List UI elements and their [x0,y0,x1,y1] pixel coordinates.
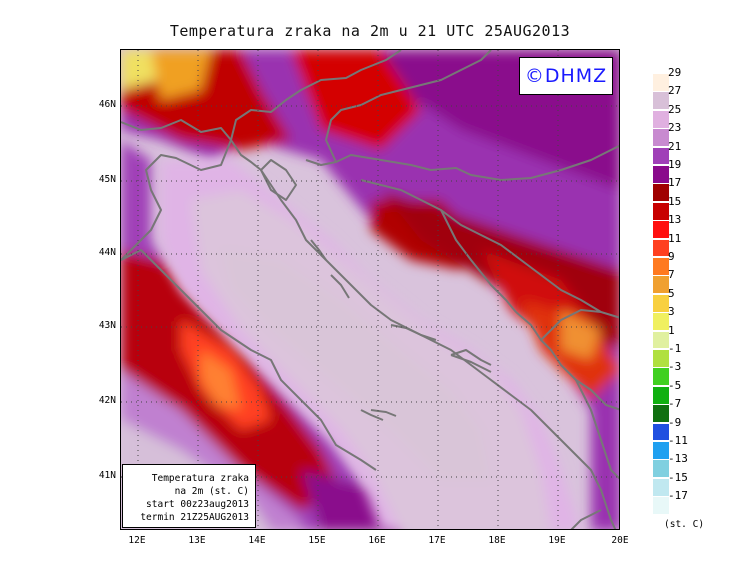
legend-swatch [652,146,670,166]
legend-swatch [652,422,670,442]
legend-label: 19 [668,158,682,171]
legend-label: 1 [668,323,675,337]
legend-swatch [652,404,670,424]
legend-swatch [652,459,670,479]
legend-label: -5 [668,378,682,392]
legend-label: -1 [668,342,682,355]
legend-label: 21 [668,139,682,153]
lat-label-41n: 41N [98,470,116,481]
legend-swatch [652,275,670,295]
map-area[interactable]: ©DHMZ Temperatura zraka na 2m (st. C) st… [120,49,620,530]
legend-label: -15 [668,470,688,484]
legend-swatch [652,183,670,203]
legend-label: 11 [668,231,682,245]
legend-label: 3 [668,305,675,319]
legend-label: 29 [668,66,682,79]
legend-swatch [652,367,670,387]
legend-label: 23 [668,121,682,135]
legend-label: 27 [668,84,682,98]
legend-swatch [652,312,670,332]
info-line-start: start 00z23aug2013 [146,499,249,510]
legend-label: -17 [668,489,688,503]
info-line-variable: Temperatura zraka [151,473,249,484]
legend-swatch [652,238,670,258]
legend-label: 15 [668,194,682,208]
lon-label-13e: 13E [188,535,206,546]
lat-label-43n: 43N [98,320,116,331]
legend-label: 7 [668,268,675,282]
lon-label-18e: 18E [488,535,506,546]
lon-label-16e: 16E [368,535,386,546]
lon-label-20e: 20E [611,535,629,546]
legend-label: -9 [668,415,682,429]
info-box: Temperatura zraka na 2m (st. C) start 00… [122,464,256,528]
lon-label-14e: 14E [248,535,266,546]
legend-swatch [652,128,670,148]
copyright-logo: ©DHMZ [519,57,613,95]
lon-label-15e: 15E [308,535,326,546]
lon-label-19e: 19E [548,535,566,546]
info-line-units: na 2m (st. C) [174,486,249,497]
map-title: Temperatura zraka na 2m u 21 UTC 25AUG20… [169,22,571,40]
info-line-termin: termin 21Z25AUG2013 [140,512,249,523]
legend-swatch [652,91,670,111]
lat-label-46n: 46N [98,99,116,110]
legend-label: 13 [668,213,682,227]
legend-label: -3 [668,360,682,374]
legend-units: (st. C) [664,519,705,530]
lon-label-12e: 12E [128,535,146,546]
temperature-field [121,50,619,529]
lat-label-45n: 45N [98,174,116,185]
legend-label: -11 [668,434,688,447]
lat-label-44n: 44N [98,247,116,258]
lon-label-17e: 17E [428,535,446,546]
lat-label-42n: 42N [98,395,116,406]
legend-label: 25 [668,102,682,116]
legend-swatch [652,220,670,240]
legend-label: 5 [668,286,675,300]
legend-label: -7 [668,397,682,411]
legend-swatch [652,496,670,516]
legend-swatch [652,330,670,350]
legend-label: 17 [668,176,682,190]
legend-label: 9 [668,250,675,263]
legend-label: -13 [668,452,688,466]
